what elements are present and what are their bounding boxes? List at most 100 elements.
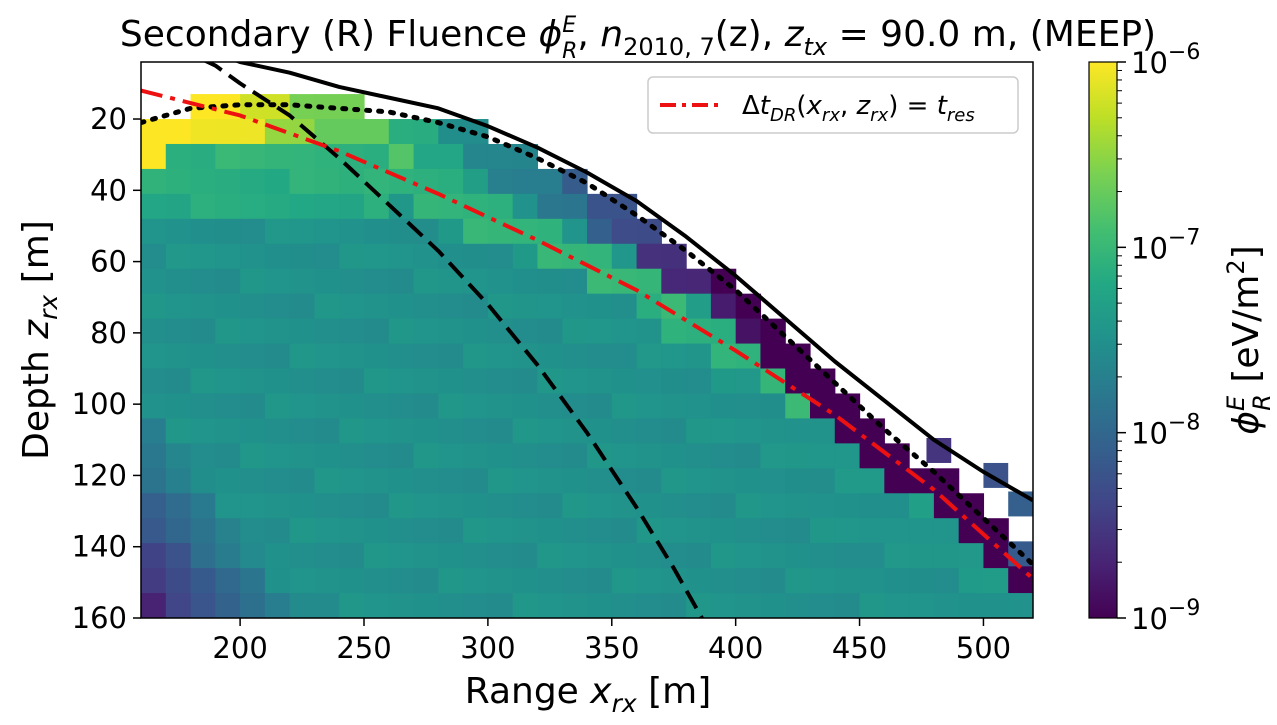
heatmap-cell (364, 468, 390, 494)
heatmap-cell (512, 293, 539, 320)
heatmap-cell (463, 318, 489, 345)
heatmap-cell (933, 593, 960, 618)
heatmap-cell (487, 568, 514, 594)
heatmap-cell (388, 318, 415, 345)
heatmap-cell (314, 568, 340, 594)
heatmap-cell (240, 418, 266, 444)
heatmap-cell (537, 468, 563, 494)
heatmap-cell (611, 418, 638, 444)
heatmap-cell (314, 543, 340, 569)
heatmap-cell (388, 593, 415, 618)
heatmap-cell (686, 493, 712, 519)
heatmap-cell (735, 468, 762, 494)
heatmap-cell (264, 119, 291, 145)
heatmap-cell (661, 593, 687, 618)
heatmap-cell (141, 368, 167, 395)
heatmap-cell (388, 443, 415, 469)
heatmap-cell (537, 343, 563, 370)
heatmap-cell (165, 143, 192, 170)
heatmap-cell (438, 193, 464, 220)
heatmap-cell (364, 418, 390, 444)
heatmap-cell (215, 543, 241, 569)
heatmap-cell (636, 568, 662, 594)
heatmap-cell (537, 193, 563, 220)
heatmap-cell (190, 568, 216, 594)
heatmap-cell (611, 318, 638, 345)
heatmap-cell (562, 218, 588, 245)
heatmap-cell (463, 343, 489, 370)
heatmap-cell (165, 393, 192, 420)
heatmap-cell (611, 368, 638, 395)
heatmap-cell (165, 268, 192, 295)
heatmap-cell (339, 168, 365, 195)
heatmap-cell (264, 568, 291, 594)
heatmap-cell (240, 168, 266, 195)
heatmap-cell (413, 368, 439, 395)
heatmap-cell (710, 493, 737, 519)
heatmap-cell (859, 543, 885, 569)
heatmap-cell (636, 493, 662, 519)
heatmap-cell (785, 443, 811, 469)
heatmap-cell (512, 393, 539, 420)
heatmap-cell (859, 418, 885, 444)
heatmap-cell (537, 568, 563, 594)
heatmap-cell (884, 593, 910, 618)
heatmap-cell (537, 593, 563, 618)
heatmap-cell (487, 368, 514, 395)
heatmap-cell (438, 543, 464, 569)
y-tick-label: 20 (90, 102, 127, 136)
heatmap-cell (165, 293, 192, 320)
heatmap-cell (438, 393, 464, 420)
heatmap-cell (785, 593, 811, 618)
heatmap-cell (735, 543, 762, 569)
heatmap-cell (314, 168, 340, 195)
heatmap-cell (364, 543, 390, 569)
heatmap-cell (463, 543, 489, 569)
heatmap-cell (413, 543, 439, 569)
heatmap-cell (909, 518, 935, 544)
heatmap-cell (165, 493, 192, 519)
heatmap-cell (735, 318, 762, 345)
heatmap-cell (240, 243, 266, 270)
heatmap-cell (785, 418, 811, 444)
heatmap-cell (710, 593, 737, 618)
heatmap-cell (537, 393, 563, 420)
heatmap-cell (240, 493, 266, 519)
heatmap-cell (562, 193, 588, 220)
heatmap-cell (314, 119, 340, 145)
heatmap-cell (933, 518, 960, 544)
heatmap-cell (388, 268, 415, 295)
heatmap-cell (438, 443, 464, 469)
heatmap-cell (438, 568, 464, 594)
heatmap-cell (587, 468, 613, 494)
heatmap-cell (190, 368, 216, 395)
heatmap-cell (289, 593, 316, 618)
heatmap-cell (165, 168, 192, 195)
heatmap-cell (636, 593, 662, 618)
heatmap-cell (314, 243, 340, 270)
heatmap-cell (636, 343, 662, 370)
heatmap-cell (141, 243, 167, 270)
heatmap-cell (760, 343, 786, 370)
heatmap-cell (413, 468, 439, 494)
heatmap-cell (289, 293, 316, 320)
heatmap-cell (388, 243, 415, 270)
heatmap-cell (314, 318, 340, 345)
heatmap-cell (909, 593, 935, 618)
heatmap-cell (562, 368, 588, 395)
heatmap-cell (710, 393, 737, 420)
heatmap-cell (264, 593, 291, 618)
heatmap-cell (364, 593, 390, 618)
heatmap-cell (834, 543, 861, 569)
heatmap-cell (562, 268, 588, 295)
x-tick-label: 300 (460, 631, 515, 665)
heatmap-cell (289, 143, 316, 170)
heatmap-cell (884, 493, 910, 519)
heatmap-cell (735, 368, 762, 395)
heatmap-cell (264, 443, 291, 469)
heatmap-cell (413, 143, 439, 170)
y-tick-label: 160 (72, 601, 127, 635)
heatmap-cell (933, 493, 960, 519)
heatmap-cell (314, 343, 340, 370)
curve-direct-ray-boundary (234, 62, 1033, 503)
